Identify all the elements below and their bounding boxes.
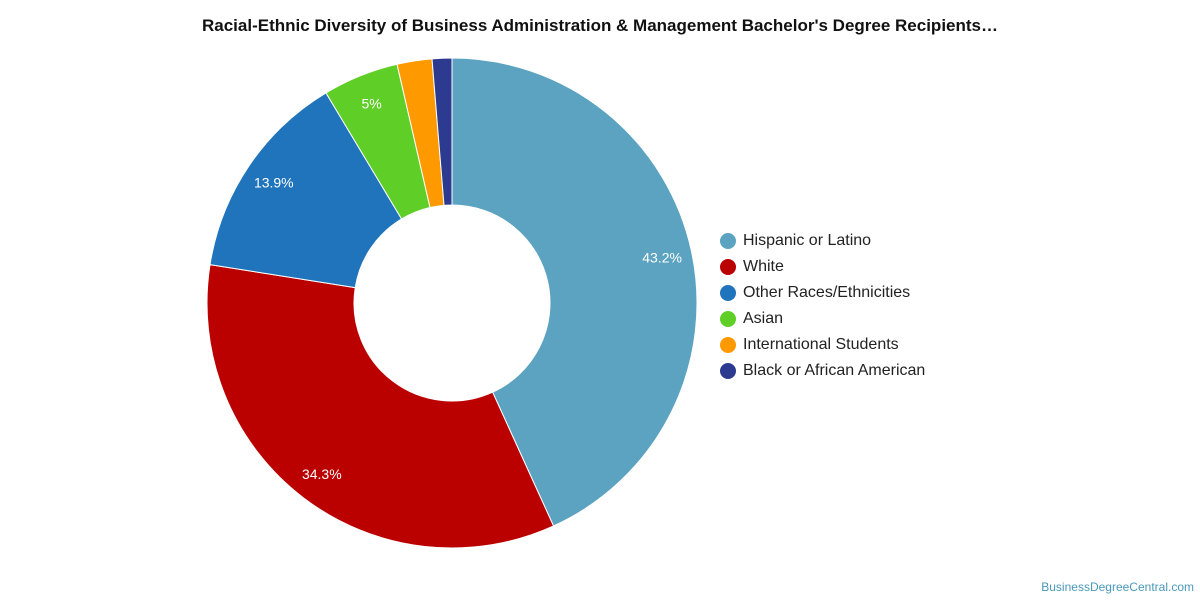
legend-label: Other Races/Ethnicities: [743, 284, 911, 301]
slice-label: 13.9%: [254, 175, 294, 191]
legend-item[interactable]: Hispanic or Latino: [720, 228, 925, 254]
legend-marker-icon: [720, 285, 736, 301]
slice-other-races-ethnicities[interactable]: [209, 92, 403, 289]
legend-item[interactable]: Asian: [720, 306, 925, 332]
chart-title: Racial-Ethnic Diversity of Business Admi…: [201, 16, 998, 35]
legend-marker-icon: [720, 233, 736, 249]
slice-label: 34.3%: [302, 466, 342, 482]
legend-marker-icon: [720, 337, 736, 353]
legend-item[interactable]: White: [720, 254, 925, 280]
slice-black-or-african-american[interactable]: [431, 57, 453, 206]
slice-white[interactable]: [206, 264, 555, 549]
legend-label: International Students: [743, 336, 899, 353]
source-credit: BusinessDegreeCentral.com: [1041, 580, 1194, 594]
legend-item[interactable]: International Students: [720, 332, 925, 358]
legend-marker-icon: [720, 363, 736, 379]
legend-marker-icon: [720, 259, 736, 275]
chart-legend: Hispanic or Latino White Other Races/Ethni…: [720, 228, 925, 384]
legend-label: Black or African American: [743, 362, 926, 379]
slice-hispanic-or-latino[interactable]: [451, 57, 698, 527]
legend-label: Asian: [743, 310, 784, 327]
legend-label: Hispanic or Latino: [743, 232, 872, 249]
legend-item[interactable]: Other Races/Ethnicities: [720, 280, 925, 306]
slice-label: 43.2%: [642, 249, 682, 265]
legend-item[interactable]: Black or African American: [720, 358, 925, 384]
legend-label: White: [743, 258, 784, 275]
legend-marker-icon: [720, 311, 736, 327]
slice-label: 5%: [361, 96, 381, 112]
